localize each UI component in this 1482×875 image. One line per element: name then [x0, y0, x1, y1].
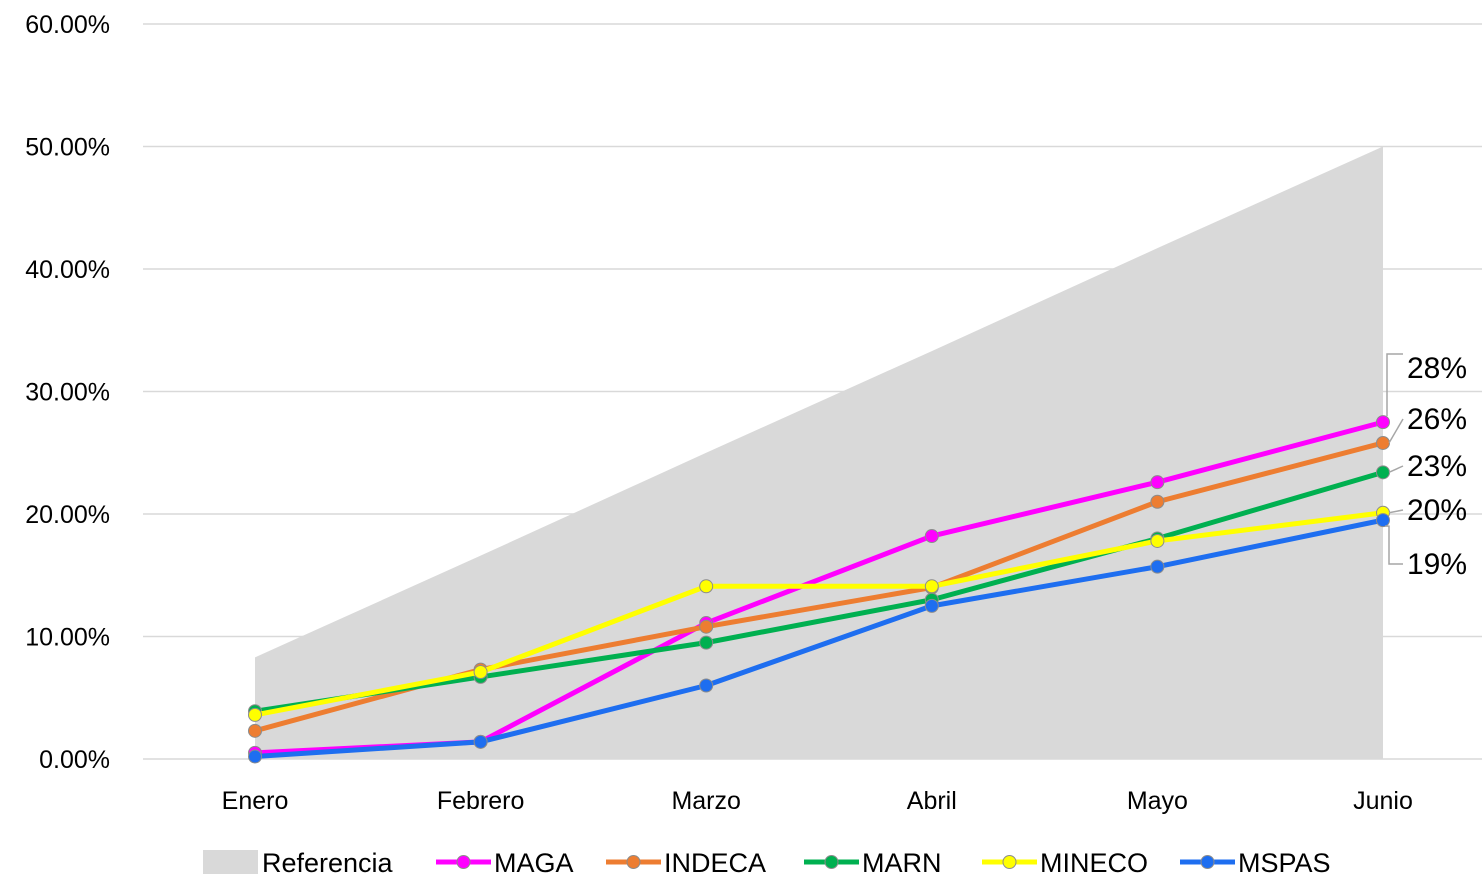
- y-tick-label: 40.00%: [25, 256, 110, 284]
- legend: Referencia MAGA INDECA MARN MINECO MSPAS: [203, 848, 1331, 875]
- y-tick-label: 50.00%: [25, 134, 110, 162]
- data-point: [699, 635, 714, 650]
- data-point: [1376, 415, 1390, 430]
- data-point: [1150, 559, 1165, 574]
- data-point: [924, 529, 939, 544]
- x-tick-label: Enero: [222, 787, 289, 815]
- y-tick-label: 20.00%: [25, 501, 110, 529]
- x-tick-label: Febrero: [437, 787, 525, 815]
- legend-swatch-marker: [1200, 855, 1215, 869]
- x-tick-label: Marzo: [671, 787, 740, 815]
- data-point: [1376, 465, 1390, 480]
- x-tick-label: Mayo: [1127, 787, 1188, 815]
- end-value-label: 19%: [1407, 548, 1467, 581]
- data-point: [699, 619, 714, 634]
- leader-line: [1388, 418, 1404, 444]
- series-mspas: [248, 513, 1390, 764]
- series-mineco: [248, 505, 1390, 722]
- legend-label: MSPAS: [1238, 848, 1331, 875]
- legend-label: INDECA: [664, 848, 766, 875]
- series-lines: [248, 415, 1390, 764]
- y-tick-label: 0.00%: [39, 746, 110, 774]
- data-point: [248, 707, 262, 722]
- legend-label: MINECO: [1040, 848, 1148, 875]
- leader-line: [1388, 465, 1404, 474]
- y-tick-label: 30.00%: [25, 379, 110, 407]
- legend-label: MARN: [862, 848, 942, 875]
- data-point: [1376, 435, 1390, 450]
- series-line: [254, 517, 1384, 760]
- series-line: [254, 510, 1384, 718]
- reference-area: [255, 146, 1383, 759]
- y-tick-label: 60.00%: [25, 11, 110, 39]
- data-point: [924, 579, 939, 594]
- end-value-label: 28%: [1407, 352, 1467, 385]
- legend-swatch-referencia: [203, 850, 258, 874]
- end-value-label: 20%: [1407, 494, 1467, 527]
- leader-line: [1388, 509, 1404, 514]
- series-line: [254, 469, 1384, 714]
- legend-swatch-marker: [456, 855, 471, 869]
- data-point: [1150, 475, 1165, 490]
- data-point: [699, 579, 714, 594]
- data-point: [699, 678, 714, 693]
- data-point: [1376, 513, 1390, 528]
- y-tick-label: 10.00%: [25, 624, 110, 652]
- leader-line: [1385, 525, 1403, 565]
- data-point: [473, 665, 488, 680]
- end-value-labels: 28% 26% 23% 20% 19%: [1385, 352, 1467, 581]
- legend-swatch-marker: [626, 855, 641, 869]
- y-axis-tick-labels: 0.00% 10.00% 20.00% 30.00% 40.00% 50.00% 60.00…: [25, 11, 110, 774]
- data-point: [248, 749, 262, 764]
- end-value-label: 26%: [1407, 403, 1467, 436]
- data-point: [248, 723, 262, 738]
- data-point: [924, 598, 939, 613]
- data-point: [473, 734, 488, 749]
- x-tick-label: Junio: [1353, 787, 1413, 815]
- end-value-label: 23%: [1407, 450, 1467, 483]
- x-axis-tick-labels: Enero Febrero Marzo Abril Mayo Junio: [222, 787, 1413, 815]
- data-point: [1150, 494, 1165, 509]
- legend-label-referencia: Referencia: [262, 848, 394, 875]
- data-point: [1150, 533, 1165, 548]
- x-tick-label: Abril: [907, 787, 957, 815]
- leader-line: [1386, 353, 1403, 417]
- reference-area-shape: [255, 146, 1383, 759]
- legend-swatch-marker: [1002, 855, 1017, 869]
- legend-label: MAGA: [494, 848, 574, 875]
- legend-swatch-marker: [824, 855, 839, 869]
